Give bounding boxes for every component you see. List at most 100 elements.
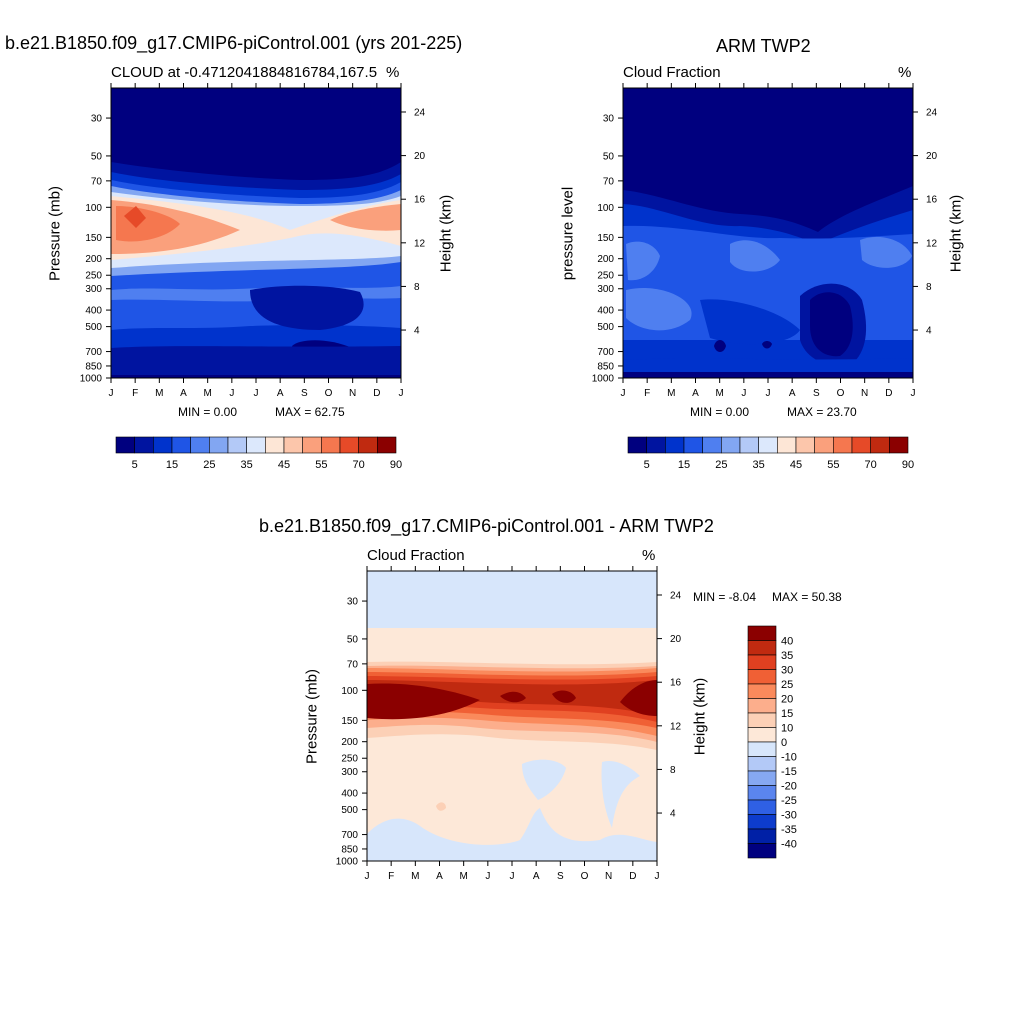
month-tick-label: S — [813, 388, 820, 399]
pressure-tick-label: 850 — [85, 361, 102, 372]
month-tick-label: O — [325, 388, 333, 399]
pressure-tick-label: 400 — [597, 306, 614, 317]
colorbar-swatch — [747, 712, 777, 728]
month-tick-label: F — [388, 871, 394, 882]
month-tick-label: N — [349, 388, 356, 399]
height-tick-label: 20 — [670, 634, 682, 645]
band-bottom-edge — [623, 372, 913, 378]
month-tick-label: J — [510, 871, 515, 882]
colorbar-label: 35 — [753, 459, 765, 471]
pressure-tick-label: 1000 — [80, 374, 103, 385]
colorbar-label: 35 — [241, 459, 253, 471]
month-tick-label: J — [109, 388, 114, 399]
pressure-tick-label: 50 — [91, 151, 103, 162]
panel2-axes: 30 50 70 100 150 200 250 300 400 500 700 850 1000 24 2… — [592, 83, 938, 399]
band-spot-2 — [762, 341, 772, 349]
colorbar-label: -20 — [781, 781, 797, 793]
month-tick-label: O — [581, 871, 589, 882]
colorbar-label: 15 — [781, 708, 793, 720]
height-tick-label: 16 — [414, 195, 426, 206]
band-dark-mid — [700, 299, 800, 345]
height-tick-label: 20 — [414, 151, 426, 162]
month-tick-label: O — [837, 388, 845, 399]
pressure-tick-label: 500 — [85, 322, 102, 333]
pressure-tick-label: 1000 — [592, 374, 615, 385]
month-tick-label: M — [667, 388, 675, 399]
colorbar-label: -25 — [781, 795, 797, 807]
colorbar-label: 40 — [781, 636, 793, 648]
colorbar-swatch — [747, 741, 777, 757]
panel2-contours — [623, 88, 913, 378]
colorbar-label: 10 — [781, 723, 793, 735]
pressure-tick-label: 200 — [597, 254, 614, 265]
colorbar-label: 25 — [715, 459, 727, 471]
colorbar-label: -40 — [781, 839, 797, 851]
pressure-tick-label: 70 — [347, 659, 359, 670]
height-tick-label: 8 — [926, 282, 932, 293]
band-bottom-edge — [111, 375, 401, 378]
colorbar-label: -15 — [781, 766, 797, 778]
pressure-tick-label: 150 — [341, 716, 358, 727]
colorbar-label: 45 — [790, 459, 802, 471]
pressure-tick-label: 200 — [341, 737, 358, 748]
band-blue-patch-right — [601, 760, 640, 828]
pressure-tick-label: 700 — [341, 830, 358, 841]
month-tick-label: J — [741, 388, 746, 399]
colorbar-label: -30 — [781, 810, 797, 822]
panel1-contours — [111, 88, 401, 378]
pressure-tick-label: 50 — [347, 634, 359, 645]
panel1-colorbar: 5 15 25 35 45 55 70 90 — [115, 436, 402, 471]
band-salmon-right — [330, 204, 401, 231]
band-darkred-mid2 — [552, 690, 576, 703]
colorbar-swatch — [747, 625, 777, 641]
panel1-max-label: MAX = 62.75 — [275, 405, 345, 419]
month-tick-label: D — [629, 871, 636, 882]
colorbar-label: 0 — [781, 737, 787, 749]
height-tick-label: 24 — [414, 107, 426, 118]
month-tick-label: J — [254, 388, 259, 399]
pressure-tick-label: 70 — [91, 176, 103, 187]
pressure-tick-label: 70 — [603, 176, 615, 187]
pressure-tick-label: 30 — [347, 597, 359, 608]
month-tick-label: A — [277, 388, 284, 399]
band-core-dark — [810, 292, 853, 357]
colorbar-label: 55 — [827, 459, 839, 471]
pressure-tick-label: 400 — [341, 789, 358, 800]
month-tick-label: J — [485, 871, 490, 882]
colorbar-label: 15 — [678, 459, 690, 471]
colorbar-label: -35 — [781, 824, 797, 836]
colorbar-swatch — [747, 683, 777, 699]
pressure-tick-label: 100 — [85, 203, 102, 214]
pressure-tick-label: 1000 — [336, 857, 359, 868]
colorbar-label: 70 — [865, 459, 877, 471]
panel3-title: b.e21.B1850.f09_g17.CMIP6-piControl.001 … — [259, 516, 714, 536]
colorbar-swatch — [747, 640, 777, 656]
pressure-tick-label: 30 — [91, 114, 103, 125]
pressure-tick-label: 850 — [597, 361, 614, 372]
colorbar-label: -10 — [781, 752, 797, 764]
month-tick-label: J — [911, 388, 916, 399]
panel3-colorbar: 40 35 30 25 20 15 10 0 -10 -15 -20 -25 -30 -35 -40 — [747, 625, 797, 859]
pressure-tick-label: 50 — [603, 151, 615, 162]
month-tick-label: M — [715, 388, 723, 399]
band-darkred-mid — [500, 691, 526, 703]
pressure-tick-label: 500 — [597, 322, 614, 333]
band-light-blue-patch — [626, 241, 660, 281]
month-tick-label: M — [411, 871, 419, 882]
pressure-tick-label: 150 — [597, 233, 614, 244]
band-spot — [436, 802, 446, 811]
colorbar-swatch — [747, 814, 777, 830]
month-tick-label: A — [789, 388, 796, 399]
month-tick-label: A — [692, 388, 699, 399]
panel3-left-subtitle: Cloud Fraction — [367, 547, 465, 564]
month-tick-label: J — [621, 388, 626, 399]
colorbar-label: 45 — [278, 459, 290, 471]
colorbar-label: 25 — [781, 679, 793, 691]
band-darkred-left — [367, 683, 480, 720]
pressure-tick-label: 400 — [85, 306, 102, 317]
panel2-min-label: MIN = 0.00 — [690, 405, 750, 419]
height-tick-label: 24 — [670, 590, 682, 601]
band-red — [124, 206, 146, 228]
panel3-right-subtitle: % — [642, 547, 656, 564]
